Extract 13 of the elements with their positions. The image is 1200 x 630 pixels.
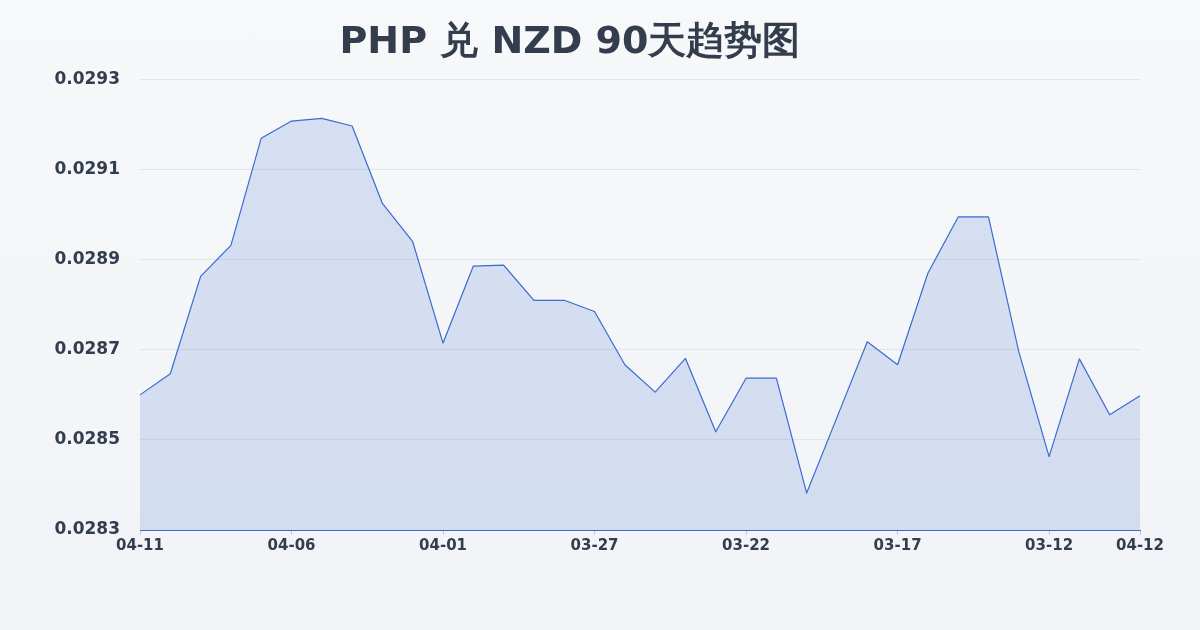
y-tick-label: 0.0287	[54, 338, 120, 359]
y-tick-label: 0.0285	[54, 428, 120, 449]
x-tick-label: 03-12	[1025, 535, 1074, 554]
y-tick-label: 0.0293	[54, 68, 120, 89]
x-tick-label: 03-17	[873, 535, 922, 554]
y-tick-label: 0.0289	[54, 248, 120, 269]
y-tick-label: 0.0291	[54, 158, 120, 179]
x-tick-label: 03-22	[722, 535, 771, 554]
x-tick-label: 03-27	[570, 535, 619, 554]
x-tick-label: 04-12	[1116, 535, 1164, 554]
chart-title: PHP 兑 NZD 90天趋势图	[339, 17, 801, 62]
x-tick-label: 04-06	[267, 535, 316, 554]
x-tick-label: 04-01	[419, 535, 468, 554]
